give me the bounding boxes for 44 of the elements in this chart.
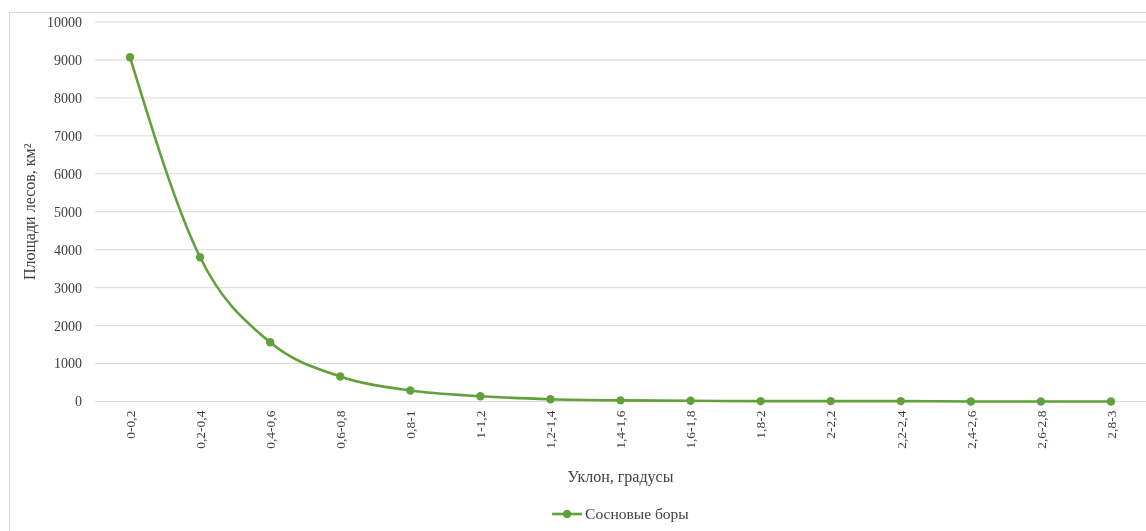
x-axis-title: Уклон, градусы — [567, 467, 674, 486]
x-tick-label: 1,4-1,6 — [613, 410, 629, 449]
point — [265, 338, 275, 347]
point — [125, 53, 135, 62]
legend-label: Сосновые боры — [585, 505, 690, 523]
point — [686, 396, 695, 405]
point — [336, 372, 345, 381]
point — [966, 397, 976, 406]
y-tick-label: 1000 — [54, 356, 82, 372]
point — [546, 395, 555, 404]
point — [616, 396, 625, 405]
point — [476, 391, 485, 401]
x-tick-label: 0-0,2 — [122, 410, 138, 439]
y-tick-label: 4000 — [54, 242, 82, 258]
point — [1036, 397, 1046, 406]
x-tick-label: 1,8-2 — [753, 410, 769, 439]
x-tick-label: 0,6-0,8 — [332, 410, 348, 449]
x-tick-label: 2,4-2,6 — [963, 410, 979, 449]
x-tick-label: 1,2-1,4 — [543, 410, 559, 449]
y-tick-label: 7000 — [54, 128, 82, 144]
point — [1106, 397, 1116, 406]
x-tick-label: 0,8-1 — [403, 410, 419, 439]
x-tick-label: 1-1,2 — [473, 410, 489, 439]
point — [756, 396, 765, 406]
y-tick-label: 9000 — [54, 52, 82, 68]
x-tick-label: 2,2-2,4 — [893, 410, 909, 449]
x-tick-label: 2,8-3 — [1103, 410, 1119, 439]
y-tick-label: 6000 — [54, 166, 82, 182]
y-axis-title: Площади лесов, км² — [20, 143, 39, 280]
x-tick-label: 2-2,2 — [823, 410, 839, 439]
x-tick-label: 1,6-1,8 — [683, 410, 699, 449]
y-tick-label: 8000 — [54, 90, 82, 106]
y-tick-label: 2000 — [54, 318, 82, 334]
point — [195, 253, 205, 262]
y-tick-label: 10000 — [47, 14, 82, 30]
point — [406, 386, 415, 395]
y-tick-label: 3000 — [54, 280, 82, 296]
x-tick-label: 2,6-2,8 — [1033, 410, 1049, 449]
point — [826, 396, 835, 406]
x-tick-label: 0,4-0,6 — [262, 410, 278, 449]
x-tick-label: 0,2-0,4 — [192, 410, 208, 449]
y-tick-label: 0 — [75, 394, 82, 410]
y-tick-label: 5000 — [54, 204, 82, 220]
point — [896, 396, 905, 406]
